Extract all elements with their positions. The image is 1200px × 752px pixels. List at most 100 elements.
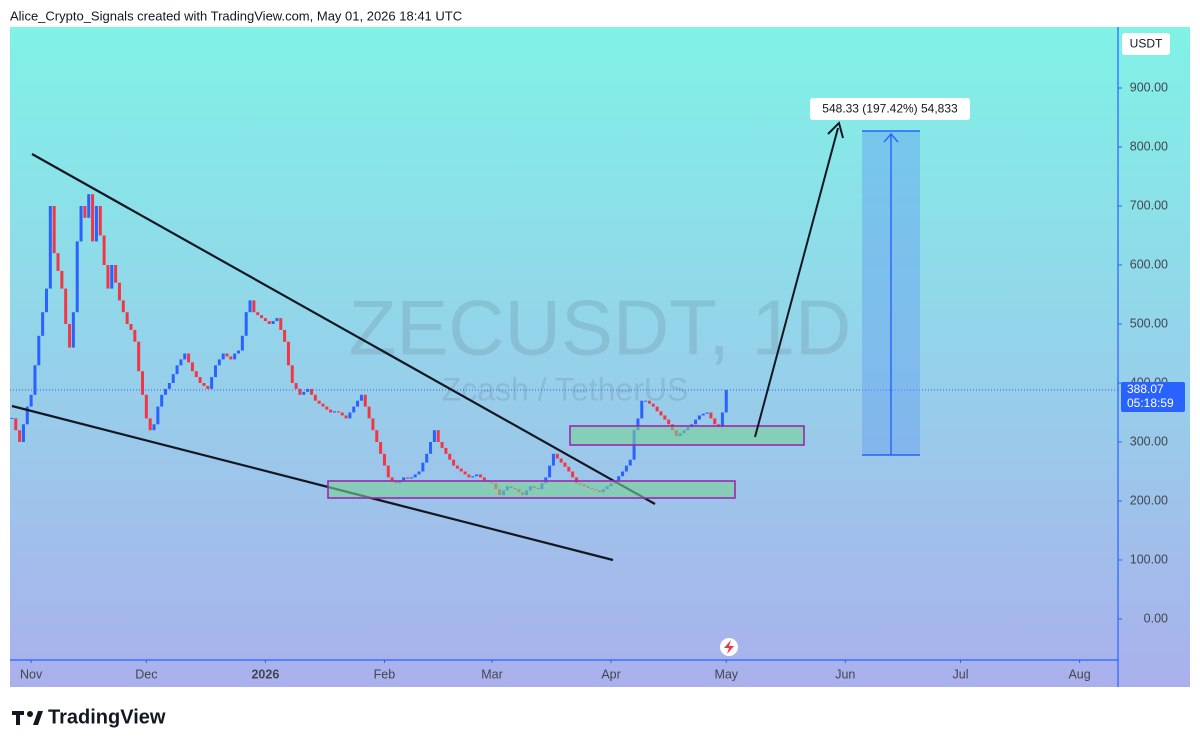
candle bbox=[647, 400, 651, 404]
candle bbox=[263, 318, 267, 322]
candle bbox=[206, 385, 210, 389]
candle bbox=[640, 400, 644, 419]
y-tick-label: 600.00 bbox=[1130, 257, 1168, 271]
candle bbox=[64, 288, 68, 325]
x-tick-label: Feb bbox=[374, 667, 396, 681]
candle bbox=[636, 418, 640, 431]
candle bbox=[56, 253, 60, 271]
candle bbox=[359, 394, 363, 401]
candle bbox=[559, 458, 563, 463]
candle bbox=[229, 356, 233, 360]
candle bbox=[60, 270, 64, 289]
candle bbox=[160, 394, 164, 407]
candle bbox=[286, 341, 290, 366]
candle bbox=[71, 312, 75, 348]
candle bbox=[659, 411, 663, 416]
candle bbox=[405, 477, 409, 479]
candle bbox=[425, 453, 429, 463]
x-tick-label: Nov bbox=[20, 667, 43, 681]
candle bbox=[110, 265, 114, 289]
candle bbox=[436, 430, 440, 442]
candle bbox=[302, 391, 306, 395]
candle bbox=[663, 415, 667, 420]
y-tick-label: 200.00 bbox=[1130, 493, 1168, 507]
candle bbox=[429, 441, 433, 454]
candle bbox=[52, 206, 56, 254]
candle bbox=[164, 388, 168, 395]
candle bbox=[271, 321, 275, 325]
candle bbox=[463, 471, 467, 475]
candle bbox=[444, 447, 448, 454]
candle bbox=[233, 353, 237, 360]
candle bbox=[421, 462, 425, 472]
x-tick-label: Apr bbox=[601, 667, 620, 681]
candle bbox=[18, 430, 22, 442]
candle bbox=[697, 415, 701, 420]
currency-box bbox=[1122, 33, 1170, 55]
logo bbox=[12, 711, 43, 725]
candle bbox=[298, 388, 302, 395]
candle bbox=[356, 400, 360, 407]
candle bbox=[217, 359, 221, 366]
y-tick-label: 800.00 bbox=[1130, 139, 1168, 153]
candle bbox=[210, 377, 214, 389]
arrow-head bbox=[827, 121, 844, 139]
candle bbox=[183, 353, 187, 360]
candle bbox=[344, 415, 348, 419]
y-tick-label: 0.00 bbox=[1144, 611, 1168, 625]
candle bbox=[417, 471, 421, 475]
candle bbox=[175, 365, 179, 375]
candle bbox=[651, 403, 655, 407]
candle bbox=[448, 453, 452, 460]
last-price-label: 388.07 bbox=[1127, 382, 1164, 396]
candle bbox=[279, 318, 283, 330]
candle bbox=[283, 329, 287, 342]
candle bbox=[571, 471, 575, 478]
candle bbox=[202, 382, 206, 386]
candle bbox=[313, 394, 317, 401]
measure-label: 548.33 (197.42%) 54,833 bbox=[822, 102, 958, 116]
chart-area bbox=[10, 27, 1190, 687]
candle bbox=[125, 312, 129, 325]
x-tick-label: Mar bbox=[481, 667, 503, 681]
y-tick-label: 700.00 bbox=[1130, 198, 1168, 212]
candle bbox=[129, 324, 133, 330]
candle bbox=[363, 394, 367, 407]
x-tick-label: 2026 bbox=[251, 667, 279, 681]
candle bbox=[44, 288, 48, 313]
candle bbox=[352, 406, 356, 413]
watermark: ZECUSDT, 1D bbox=[349, 284, 852, 372]
candle bbox=[171, 374, 175, 383]
x-tick-label: Jul bbox=[953, 667, 969, 681]
candle bbox=[482, 477, 486, 481]
candle bbox=[471, 476, 475, 478]
candle bbox=[701, 413, 705, 416]
candle bbox=[156, 406, 160, 425]
candle bbox=[567, 466, 571, 472]
candle bbox=[91, 194, 95, 242]
candle bbox=[724, 390, 728, 413]
candle bbox=[325, 406, 329, 410]
candle bbox=[705, 412, 709, 414]
candle bbox=[694, 419, 698, 425]
candle bbox=[644, 400, 648, 402]
candle bbox=[409, 477, 413, 479]
candle bbox=[563, 462, 567, 467]
y-tick-label: 300.00 bbox=[1130, 434, 1168, 448]
candle bbox=[379, 441, 383, 454]
candle bbox=[713, 418, 717, 425]
candle bbox=[87, 194, 91, 218]
support-zone bbox=[327, 480, 736, 499]
candle bbox=[382, 453, 386, 466]
candle bbox=[37, 335, 41, 366]
candle bbox=[198, 377, 202, 383]
candle bbox=[240, 335, 244, 351]
candle bbox=[267, 321, 271, 325]
candle bbox=[467, 474, 471, 478]
trend-line bbox=[11, 404, 614, 562]
x-tick-label: Jun bbox=[835, 667, 855, 681]
measure-label-box bbox=[810, 98, 970, 120]
x-tick-label: Aug bbox=[1068, 667, 1090, 681]
candle bbox=[340, 412, 344, 416]
